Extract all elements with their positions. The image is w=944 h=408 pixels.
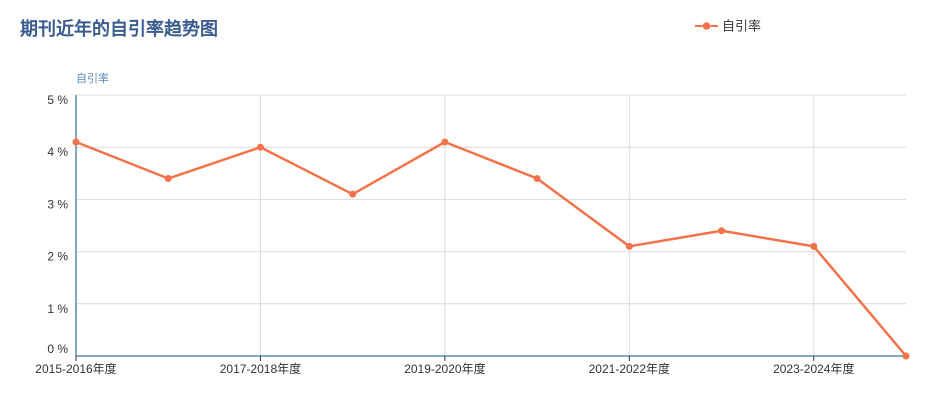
svg-text:5 %: 5 % (47, 93, 68, 107)
svg-text:0 %: 0 % (47, 342, 68, 356)
svg-text:自引率: 自引率 (76, 71, 109, 85)
svg-text:2019-2020年度: 2019-2020年度 (404, 361, 485, 376)
svg-text:1 %: 1 % (47, 302, 68, 316)
svg-text:4 %: 4 % (47, 145, 68, 159)
svg-text:2015-2016年度: 2015-2016年度 (35, 361, 116, 376)
svg-text:2017-2018年度: 2017-2018年度 (220, 361, 301, 376)
svg-text:自引率: 自引率 (722, 19, 761, 34)
svg-text:2023-2024年度: 2023-2024年度 (773, 361, 854, 376)
svg-text:2 %: 2 % (47, 250, 68, 264)
svg-text:2021-2022年度: 2021-2022年度 (589, 361, 670, 376)
svg-text:3 %: 3 % (47, 197, 68, 211)
